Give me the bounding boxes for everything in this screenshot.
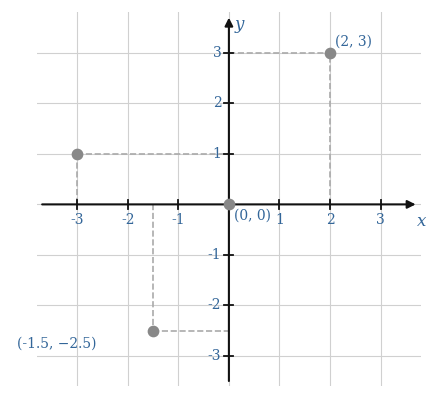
Text: (-1.5, −2.5): (-1.5, −2.5) bbox=[17, 337, 96, 351]
Text: 1: 1 bbox=[212, 147, 221, 161]
Text: -2: -2 bbox=[208, 298, 221, 312]
Text: -3: -3 bbox=[71, 213, 84, 227]
Text: y: y bbox=[235, 16, 244, 33]
Text: (0, 0): (0, 0) bbox=[234, 208, 271, 222]
Text: 3: 3 bbox=[376, 213, 385, 227]
Point bbox=[225, 201, 232, 208]
Text: -2: -2 bbox=[121, 213, 135, 227]
Point bbox=[74, 150, 81, 157]
Point bbox=[150, 328, 157, 334]
Text: -1: -1 bbox=[171, 213, 185, 227]
Text: (2, 3): (2, 3) bbox=[335, 35, 372, 49]
Point bbox=[327, 49, 334, 56]
Text: 3: 3 bbox=[213, 46, 221, 60]
Text: 2: 2 bbox=[326, 213, 334, 227]
Text: 1: 1 bbox=[275, 213, 284, 227]
Text: -3: -3 bbox=[208, 349, 221, 363]
Text: 2: 2 bbox=[213, 96, 221, 110]
Text: -1: -1 bbox=[208, 248, 221, 262]
Text: x: x bbox=[417, 213, 426, 231]
